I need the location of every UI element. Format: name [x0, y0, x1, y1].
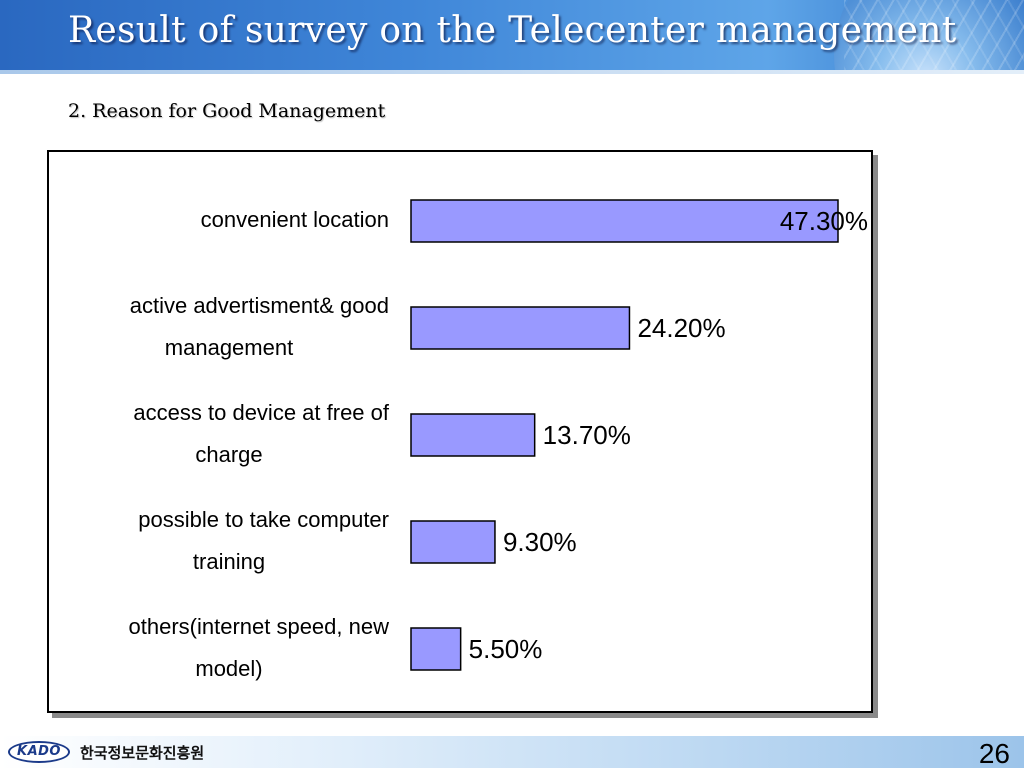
header-decoration [844, 0, 1024, 70]
footer-bar: KADO 한국정보문화진흥원 26 [0, 736, 1024, 768]
kado-logo: KADO [8, 741, 70, 763]
bar-4 [410, 520, 496, 564]
category-label-4-line-1: possible to take computer [138, 507, 389, 532]
value-label-2: 24.20% [637, 313, 725, 343]
category-label-4-line-2: training [193, 549, 265, 574]
value-label-5: 5.50% [469, 634, 543, 664]
bar-chart: 47.30% convenient location 24.20% active ad… [129, 199, 868, 681]
chart-frame: 47.30% convenient location 24.20% active ad… [47, 150, 873, 713]
page-number: 26 [978, 738, 1010, 768]
bar-1 [410, 199, 839, 243]
page-title: Result of survey on the Telecenter manag… [68, 10, 957, 51]
section-subtitle: 2. Reason for Good Management [68, 100, 386, 122]
category-label-3-line-1: access to device at free of [133, 400, 389, 425]
organization-name: 한국정보문화진흥원 [80, 744, 205, 762]
value-label-3: 13.70% [543, 420, 631, 450]
category-label-5-line-2: model) [195, 656, 262, 681]
category-label-2-line-2: management [165, 335, 293, 360]
header-divider [0, 70, 1024, 74]
category-label-3-line-2: charge [195, 442, 262, 467]
value-label-1: 47.30% [780, 206, 868, 236]
category-label-5-line-1: others(internet speed, new [129, 614, 390, 639]
bar-3 [410, 413, 536, 457]
bar-5 [410, 627, 462, 671]
bar-2 [410, 306, 631, 350]
header-bar: Result of survey on the Telecenter manag… [0, 0, 1024, 70]
category-label-1: convenient location [201, 207, 389, 232]
value-label-4: 9.30% [503, 527, 577, 557]
category-label-2-line-1: active advertisment& good [130, 293, 389, 318]
globe-image [834, 0, 1024, 70]
